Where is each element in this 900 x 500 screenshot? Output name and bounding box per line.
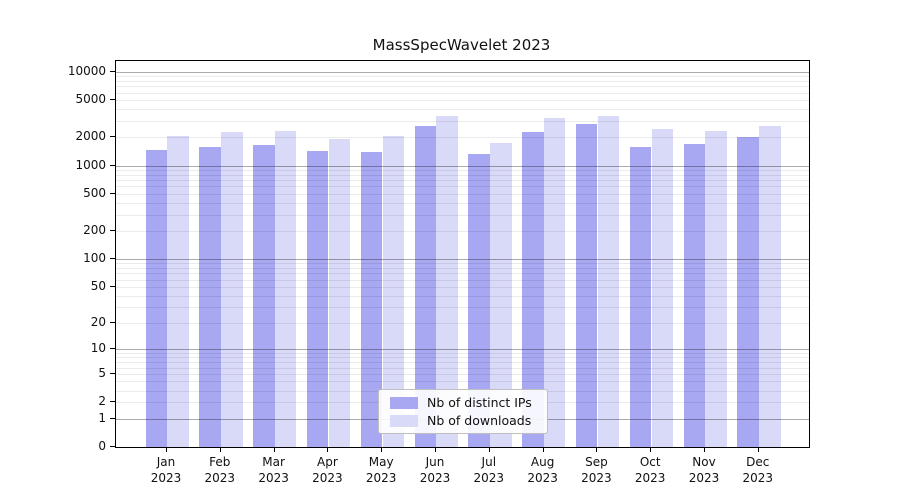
x-tick-label-apr: Apr 2023 [312, 455, 343, 485]
y-tick-label-10: 10 [90, 341, 106, 356]
x-tick-label-nov: Nov 2023 [688, 455, 720, 485]
bar-jun-distinct-ips [414, 125, 436, 447]
x-tick-nov [704, 447, 705, 452]
y-tick-0 [110, 446, 115, 447]
bar-dec-distinct-ips [737, 137, 759, 447]
bar-oct-distinct-ips [629, 146, 652, 447]
y-tick-label-2000: 2000 [75, 129, 106, 144]
bar-dec-downloads [759, 126, 781, 447]
bar-jul-downloads [490, 143, 512, 447]
x-tick-label-dec: Dec 2023 [742, 455, 774, 485]
bar-apr-distinct-ips [306, 151, 329, 447]
bar-mar-distinct-ips [253, 144, 275, 447]
bar-jan-distinct-ips [145, 149, 167, 447]
y-tick-label-5000: 5000 [75, 92, 106, 107]
bar-jun-downloads [436, 116, 458, 447]
x-tick-dec [757, 447, 759, 452]
y-tick-2000 [110, 136, 115, 138]
x-tick-label-jan: Jan 2023 [150, 455, 182, 485]
y-tick-100 [110, 257, 115, 259]
bar-mar-downloads [274, 131, 297, 447]
chart-title: MassSpecWavelet 2023 [372, 36, 551, 54]
bars-layer [116, 61, 809, 447]
legend-swatch-distinct-ips [390, 396, 418, 409]
bar-apr-downloads [328, 139, 351, 447]
x-tick-label-feb: Feb 2023 [204, 455, 236, 485]
y-tick-label-200: 200 [83, 222, 106, 237]
y-tick-10 [110, 348, 115, 350]
y-tick-label-2: 2 [98, 394, 106, 409]
bar-sep-distinct-ips [575, 123, 598, 447]
bar-feb-distinct-ips [199, 147, 221, 447]
y-tick-label-10000: 10000 [67, 63, 106, 78]
y-tick-label-1: 1 [98, 410, 106, 425]
y-tick-10000 [110, 70, 115, 72]
x-tick-sep [596, 447, 598, 452]
y-tick-label-500: 500 [83, 185, 106, 200]
y-tick-label-1000: 1000 [75, 157, 106, 172]
x-tick-label-aug: Aug 2023 [527, 455, 558, 485]
y-tick-1 [110, 417, 115, 419]
bar-may-distinct-ips [360, 151, 383, 447]
legend-swatch-downloads [390, 414, 418, 427]
legend-label-distinct-ips: Nb of distinct IPs [427, 395, 532, 410]
x-tick-label-sep: Sep 2023 [581, 455, 612, 485]
x-tick-label-oct: Oct 2023 [634, 455, 666, 485]
x-tick-label-may: May 2023 [365, 455, 397, 485]
x-tick-jan [166, 447, 167, 452]
legend-label-downloads: Nb of downloads [427, 413, 532, 428]
y-tick-1000 [110, 164, 115, 166]
y-tick-20 [110, 321, 115, 323]
bar-feb-downloads [221, 131, 243, 447]
plot-area [115, 60, 810, 448]
x-tick-label-mar: Mar 2023 [258, 455, 289, 485]
y-tick-50 [110, 285, 115, 287]
bar-aug-distinct-ips [522, 131, 544, 447]
x-tick-label-jun: Jun 2023 [419, 455, 451, 485]
bar-sep-downloads [597, 115, 620, 447]
y-tick-2 [110, 401, 115, 403]
x-tick-apr [327, 447, 329, 452]
x-tick-jul [488, 447, 490, 452]
bar-nov-downloads [705, 130, 727, 447]
x-tick-oct [650, 447, 652, 452]
y-tick-label-100: 100 [83, 250, 106, 265]
bar-jan-downloads [167, 135, 189, 447]
bar-may-downloads [382, 135, 404, 447]
bar-aug-downloads [543, 118, 566, 447]
bar-oct-downloads [651, 128, 673, 447]
x-tick-mar [273, 447, 275, 452]
x-tick-aug [542, 447, 544, 452]
y-tick-label-5: 5 [98, 366, 106, 380]
y-tick-label-0: 0 [98, 439, 106, 453]
legend-item-distinct-ips: Nb of distinct IPs [390, 395, 532, 410]
y-tick-label-50: 50 [90, 278, 106, 293]
y-tick-5 [110, 373, 115, 374]
y-tick-500 [110, 192, 115, 194]
x-tick-jun [435, 447, 436, 452]
bar-jul-distinct-ips [468, 154, 490, 447]
y-tick-label-20: 20 [90, 314, 106, 329]
x-tick-label-jul: Jul 2023 [473, 455, 505, 485]
x-tick-may [381, 447, 383, 452]
bar-nov-distinct-ips [683, 143, 705, 447]
legend-item-downloads: Nb of downloads [390, 413, 532, 428]
legend: Nb of distinct IPs Nb of downloads [378, 389, 548, 434]
y-tick-200 [110, 229, 115, 231]
y-tick-5000 [110, 99, 115, 101]
x-tick-feb [219, 447, 221, 452]
